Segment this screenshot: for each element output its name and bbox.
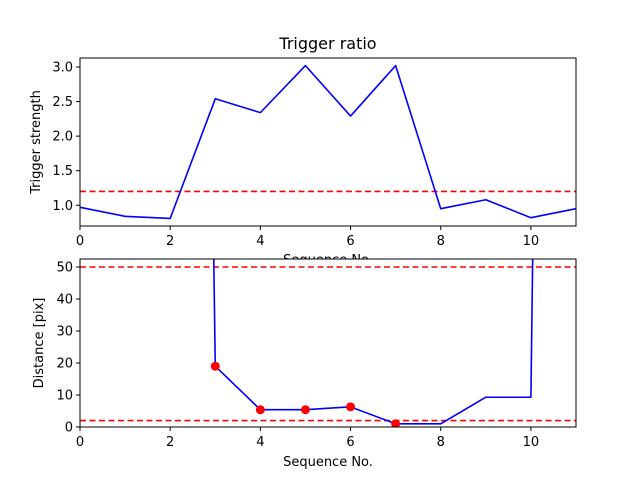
chart-bottom-ylabel: Distance [pix] [32, 298, 47, 389]
chart-bottom-ytick-label: 30 [56, 325, 73, 340]
chart-bottom-xtick-label: 0 [76, 435, 84, 450]
chart-top-xtick-label: 8 [437, 234, 445, 249]
chart-top-ytick-label: 2.0 [52, 130, 73, 145]
chart-bottom-xtick-label: 6 [346, 435, 354, 450]
chart-bottom-plot [80, 259, 576, 427]
chart-bottom-marker [300, 405, 310, 415]
chart-bottom-marker [346, 402, 356, 412]
chart-bottom-xtick-label: 4 [256, 435, 264, 450]
chart-top-ytick-label: 1.5 [52, 164, 73, 179]
chart-bottom-xtick-label: 2 [166, 435, 174, 450]
chart-top-xtick-label: 6 [346, 234, 354, 249]
chart-bottom-xtick-label: 10 [523, 435, 540, 450]
chart-top-ytick-label: 2.5 [52, 95, 73, 110]
chart-top-ytick-label: 3.0 [52, 60, 73, 75]
chart-top-xtick-label: 10 [523, 234, 540, 249]
chart-top-frame [79, 57, 577, 227]
chart-top-title: Trigger ratio [278, 34, 376, 53]
chart-bottom-series-line [212, 259, 534, 425]
chart-bottom-marker [210, 361, 220, 371]
chart-bottom-background [80, 259, 576, 427]
chart-top-xtick-label: 2 [166, 234, 174, 249]
chart-top-series-line [80, 64, 576, 220]
chart-bottom-ytick-label: 10 [56, 389, 73, 404]
chart-top-xtick-label: 0 [76, 234, 84, 249]
chart-bottom-xlabel: Sequence No. [283, 455, 373, 470]
chart-bottom-ytick-label: 50 [56, 261, 73, 276]
chart-bottom-frame [79, 258, 577, 428]
chart-bottom: 0 2 4 6 8 10 0 10 20 30 40 50 Sequence No. Distanc… [32, 258, 577, 470]
chart-bottom-ytick-label: 20 [56, 357, 73, 372]
chart-bottom-ytick-label: 0 [65, 421, 73, 436]
chart-bottom-ytick-label: 40 [56, 293, 73, 308]
chart-top-plot [80, 64, 576, 220]
chart-top-ylabel: Trigger strength [29, 90, 44, 195]
chart-bottom-marker [255, 405, 265, 415]
chart-bottom-marker [391, 419, 401, 427]
chart-top-xtick-label: 4 [256, 234, 264, 249]
chart-bottom-xtick-label: 8 [437, 435, 445, 450]
chart-top-ytick-label: 1.0 [52, 199, 73, 214]
